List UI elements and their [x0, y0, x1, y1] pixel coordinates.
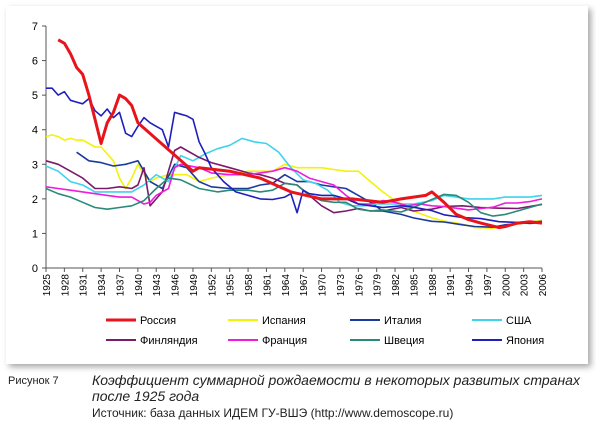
x-tick-label: 1970 — [318, 274, 329, 297]
x-tick-label: 1961 — [262, 274, 273, 297]
legend-label: Япония — [506, 335, 544, 347]
fertility-line-chart: 0 1 2 3 4 5 6 7 1925 1928 1931 1934 1937 1940 1943 1946… — [32, 21, 549, 347]
series-line-7 — [46, 87, 543, 225]
figure-source: Источник: база данных ИДЕМ ГУ-ВШЭ (http:… — [92, 406, 454, 420]
legend-label: Швеция — [384, 335, 424, 347]
x-tick-label: 2006 — [538, 274, 549, 297]
x-tick-label: 1964 — [281, 274, 292, 297]
y-tick-label: 3 — [32, 159, 38, 171]
y-tick-label: 2 — [32, 194, 38, 206]
series-line-5 — [45, 163, 543, 211]
figure-caption: Коэффициент суммарной рождаемости в неко… — [92, 372, 580, 404]
x-tick-label: 1958 — [244, 274, 255, 297]
legend-label: Италия — [384, 315, 422, 327]
x-tick-label: 1928 — [60, 274, 71, 297]
x-tick-label: 1982 — [391, 274, 402, 297]
x-tick-label: 1949 — [189, 274, 200, 297]
legend-label: Россия — [140, 315, 176, 327]
legend-label: Франция — [262, 335, 307, 347]
x-tick-label: 2003 — [520, 274, 531, 297]
x-tick-label: 1973 — [336, 274, 347, 297]
x-tick-label: 1937 — [115, 274, 126, 297]
x-tick-label: 1997 — [483, 274, 494, 297]
x-tick-label: 1991 — [446, 274, 457, 297]
x-tick-label: 1994 — [465, 274, 476, 297]
x-tick-label: 1925 — [42, 274, 53, 297]
x-tick-label: 1988 — [428, 274, 439, 297]
y-tick-label: 7 — [32, 21, 38, 33]
x-tick-label: 1967 — [299, 274, 310, 297]
series-line-1 — [45, 134, 543, 229]
figure-label: Рисунок 7 — [8, 375, 59, 387]
x-tick-label: 1943 — [152, 274, 163, 297]
x-tick-label: 1946 — [171, 274, 182, 297]
legend-label: США — [506, 315, 532, 327]
x-tick-label: 1931 — [79, 274, 90, 297]
y-tick-label: 6 — [32, 56, 38, 68]
x-tick-label: 1952 — [207, 274, 218, 297]
x-tick-label: 1940 — [134, 274, 145, 297]
y-tick-label: 0 — [32, 263, 38, 275]
x-tick-label: 1985 — [409, 274, 420, 297]
legend-label: Финляндия — [140, 335, 198, 347]
y-tick-label: 5 — [32, 90, 38, 102]
axes: 0 1 2 3 4 5 6 7 1925 1928 1931 1934 1937 1940 1943 1946… — [32, 21, 549, 296]
legend: Россия Испания Италия США Финляндия Франция Шв… — [106, 315, 544, 347]
y-tick-label: 1 — [32, 228, 38, 240]
x-tick-label: 1976 — [354, 274, 365, 297]
x-tick-label: 1979 — [373, 274, 384, 297]
series-line-3 — [45, 137, 543, 207]
x-tick-label: 2000 — [501, 274, 512, 297]
x-tick-label: 1955 — [226, 274, 237, 297]
series-line-0 — [57, 38, 543, 230]
series-line-2 — [76, 151, 543, 228]
series-lines — [45, 38, 543, 230]
series-line-6 — [45, 177, 543, 217]
chart-frame: 0 1 2 3 4 5 6 7 1925 1928 1931 1934 1937 1940 1943 1946… — [6, 6, 588, 364]
y-tick-label: 4 — [32, 125, 38, 137]
legend-label: Испания — [262, 315, 306, 327]
x-tick-label: 1934 — [97, 274, 108, 297]
